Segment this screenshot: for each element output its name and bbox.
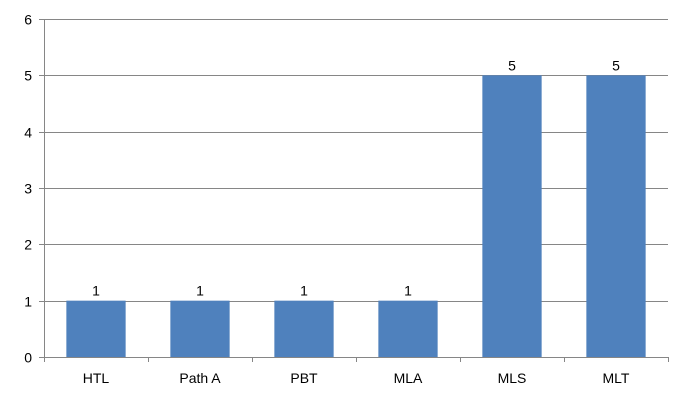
data-label: 1 [196,283,204,299]
y-tick-label: 6 [24,12,32,28]
x-tick-label: MLA [394,370,423,386]
data-label: 1 [92,283,100,299]
x-tick-label: Path A [179,370,221,386]
x-tick-label: HTL [83,370,110,386]
data-label: 5 [612,57,620,73]
x-tick-label: MLS [498,370,527,386]
bar-mla [378,300,438,357]
bars [66,75,646,357]
data-label: 1 [404,283,412,299]
labels: 0 1 2 3 4 5 6 1 HTL 1 Path A 1 PBT 1 MLA 5 MLS 5 MLT [24,12,630,387]
y-tick-label: 1 [24,294,32,310]
gridlines [44,19,668,302]
y-tick-label: 3 [24,181,32,197]
y-tick-label: 2 [24,237,32,253]
bar-path-a [170,300,230,357]
data-label: 5 [508,57,516,73]
bar-mlt [586,75,646,357]
data-label: 1 [300,283,308,299]
bar-mls [482,75,542,357]
bar-htl [66,300,126,357]
axes [39,19,669,362]
x-tick-label: MLT [603,370,630,386]
bar-pbt [274,300,334,357]
x-tick-label: PBT [290,370,318,386]
y-tick-label: 5 [24,68,32,84]
y-tick-label: 4 [24,125,32,141]
y-tick-label: 0 [24,350,32,366]
